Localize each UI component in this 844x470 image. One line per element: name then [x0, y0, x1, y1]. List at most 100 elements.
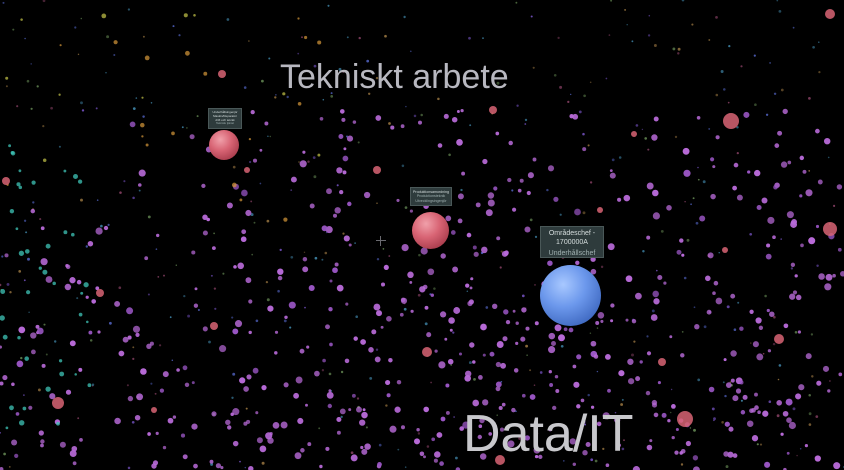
job-dot[interactable] — [419, 286, 426, 293]
job-dot[interactable] — [20, 18, 23, 21]
job-dot[interactable] — [399, 312, 404, 317]
job-dot[interactable] — [261, 79, 264, 83]
job-dot[interactable] — [448, 317, 455, 324]
job-dot[interactable] — [653, 412, 659, 418]
job-dot[interactable] — [338, 67, 342, 71]
job-dot[interactable] — [293, 392, 299, 399]
job-dot[interactable] — [538, 454, 543, 460]
job-dot[interactable] — [346, 135, 354, 142]
job-dot[interactable] — [36, 327, 44, 335]
job-dot[interactable] — [583, 421, 586, 423]
job-dot[interactable] — [295, 376, 303, 384]
job-dot[interactable] — [776, 400, 782, 406]
job-dot[interactable] — [231, 316, 234, 319]
job-dot[interactable] — [145, 143, 149, 147]
job-dot[interactable] — [328, 372, 332, 376]
job-dot[interactable] — [582, 132, 585, 136]
job-dot[interactable] — [790, 262, 796, 267]
job-dot[interactable] — [386, 393, 391, 398]
job-dot[interactable] — [185, 50, 190, 56]
job-dot[interactable] — [243, 386, 249, 392]
job-dot[interactable] — [742, 394, 748, 400]
job-dot[interactable] — [582, 147, 587, 152]
job-dot[interactable] — [489, 446, 492, 448]
job-dot[interactable] — [823, 137, 831, 145]
job-dot[interactable] — [182, 454, 188, 460]
job-dot[interactable] — [16, 360, 24, 368]
job-dot[interactable] — [183, 294, 186, 298]
job-dot[interactable] — [595, 321, 600, 325]
job-dot[interactable] — [677, 52, 680, 55]
job-dot[interactable] — [516, 104, 519, 107]
job-dot[interactable] — [526, 190, 531, 196]
job-dot[interactable] — [132, 346, 135, 349]
job-dot[interactable] — [248, 137, 252, 141]
job-dot[interactable] — [511, 189, 514, 192]
job-dot[interactable] — [348, 408, 352, 412]
job-dot[interactable] — [69, 450, 77, 457]
job-dot[interactable] — [91, 299, 97, 304]
job-dot[interactable] — [37, 388, 41, 392]
job-dot[interactable] — [782, 108, 788, 115]
job-dot[interactable] — [191, 250, 196, 255]
job-dot[interactable] — [239, 460, 241, 463]
job-dot[interactable] — [27, 257, 30, 261]
job-dot[interactable] — [663, 281, 667, 285]
job-dot[interactable] — [342, 71, 345, 73]
job-dot[interactable] — [589, 81, 592, 84]
job-dot[interactable] — [740, 65, 743, 68]
job-dot[interactable] — [808, 423, 812, 426]
job-dot[interactable] — [754, 103, 757, 107]
job-dot[interactable] — [404, 466, 407, 468]
job-dot[interactable] — [305, 403, 308, 407]
job-dot[interactable] — [86, 320, 89, 324]
job-dot[interactable] — [307, 160, 310, 163]
job-dot[interactable] — [225, 419, 231, 426]
job-dot[interactable] — [114, 417, 121, 425]
job-dot[interactable] — [144, 55, 150, 61]
job-dot[interactable] — [0, 315, 5, 321]
job-dot[interactable] — [319, 116, 324, 121]
job-dot[interactable] — [158, 344, 162, 347]
job-dot[interactable] — [80, 291, 84, 295]
job-dot[interactable] — [736, 125, 739, 129]
job-dot[interactable] — [265, 280, 269, 284]
job-dot[interactable] — [384, 34, 387, 38]
job-dot[interactable] — [327, 403, 332, 409]
job-dot[interactable] — [299, 348, 305, 354]
job-dot[interactable] — [409, 280, 413, 284]
job-dot[interactable] — [132, 107, 136, 110]
job-dot[interactable] — [676, 249, 682, 255]
job-dot[interactable] — [724, 421, 730, 427]
job-dot[interactable] — [723, 113, 739, 129]
job-dot[interactable] — [342, 170, 347, 175]
job-dot[interactable] — [77, 179, 83, 184]
job-dot[interactable] — [468, 36, 471, 40]
job-dot[interactable] — [479, 453, 487, 460]
job-dot[interactable] — [301, 36, 303, 39]
job-dot[interactable] — [524, 118, 528, 122]
job-dot[interactable] — [234, 320, 243, 328]
job-dot[interactable] — [674, 135, 678, 139]
job-dot[interactable] — [42, 0, 46, 3]
job-dot[interactable] — [778, 364, 782, 367]
job-dot[interactable] — [548, 332, 556, 340]
job-dot[interactable] — [749, 408, 754, 414]
job-dot[interactable] — [390, 125, 395, 130]
job-dot[interactable] — [59, 441, 66, 448]
job-dot[interactable] — [769, 61, 772, 64]
job-dot[interactable] — [529, 218, 533, 222]
job-dot[interactable] — [274, 330, 279, 334]
job-dot[interactable] — [596, 421, 602, 427]
job-dot[interactable] — [692, 466, 700, 470]
job-dot[interactable] — [679, 238, 684, 243]
job-dot[interactable] — [89, 339, 93, 342]
job-dot[interactable] — [557, 36, 560, 40]
job-dot[interactable] — [171, 131, 175, 136]
job-dot[interactable] — [245, 209, 252, 217]
job-dot[interactable] — [245, 277, 252, 284]
job-dot[interactable] — [16, 105, 19, 108]
job-dot[interactable] — [710, 157, 715, 162]
job-dot[interactable] — [197, 308, 200, 312]
job-dot[interactable] — [508, 140, 513, 146]
